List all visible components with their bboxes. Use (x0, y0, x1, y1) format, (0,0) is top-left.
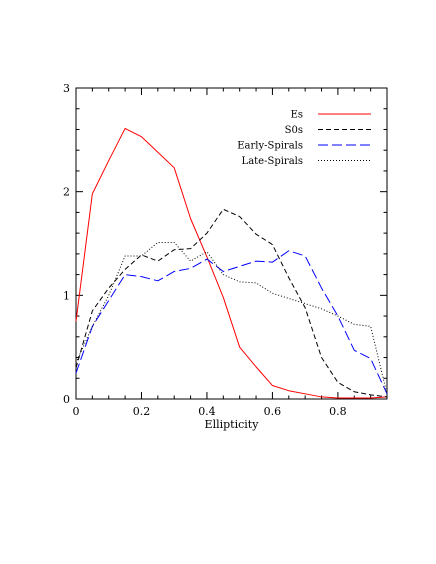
series-line-s0s (75, 208, 388, 398)
x-tick-label: 0.2 (133, 405, 151, 418)
legend-label: S0s (285, 125, 303, 136)
series-lines (75, 127, 388, 399)
y-tick-label: 2 (63, 186, 70, 199)
x-tick-label: 0.6 (264, 405, 282, 418)
y-tick-label: 1 (63, 289, 70, 302)
series-line-es (75, 127, 388, 399)
legend: Es S0s Early-Spirals Late-Spirals (237, 110, 371, 167)
axes: 0 0.2 0.4 0.6 0.8 0 1 2 3 (63, 82, 388, 418)
x-tick-label: 0.8 (329, 405, 347, 418)
series-line-late-spirals (75, 241, 388, 394)
x-axis-label: Ellipticity (205, 418, 260, 431)
y-tick-label: 0 (63, 393, 70, 406)
y-tick-label: 3 (63, 82, 70, 95)
legend-label: Es (291, 110, 303, 121)
legend-label: Early-Spirals (237, 141, 303, 152)
legend-label: Late-Spirals (242, 156, 303, 167)
series-line-early-spirals (75, 250, 388, 395)
plot-frame (75, 87, 388, 400)
x-tick-label: 0.4 (198, 405, 216, 418)
x-tick-label: 0 (73, 405, 80, 418)
